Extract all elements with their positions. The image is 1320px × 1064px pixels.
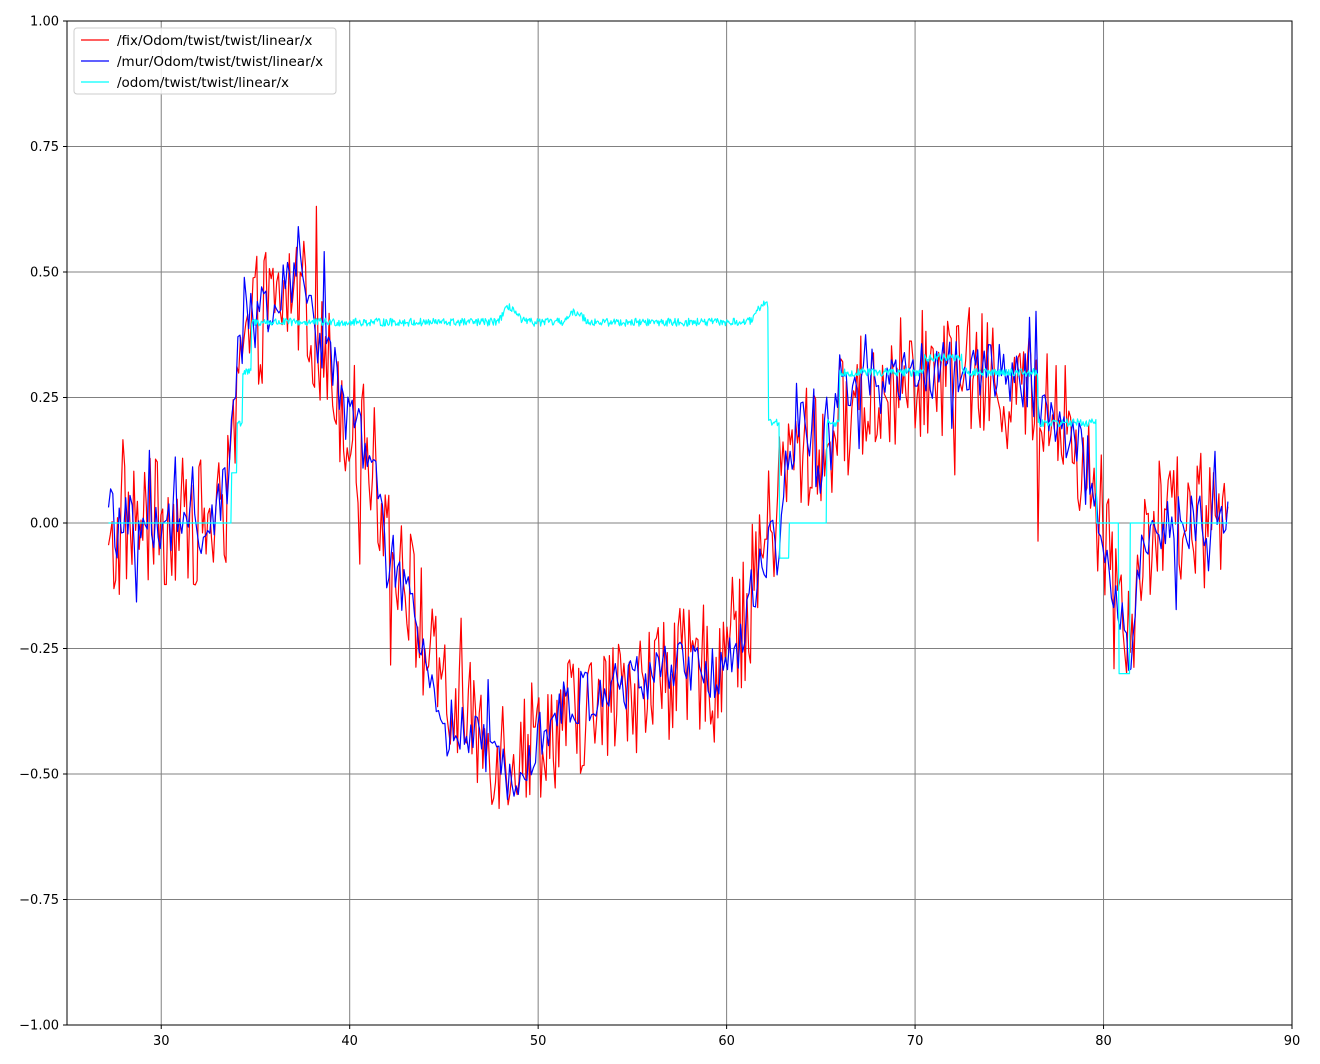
y-tick-label: −0.75 bbox=[19, 893, 59, 908]
y-tick-label: −0.25 bbox=[19, 642, 59, 657]
axis-ticks: 30 40 50 60 70 80 90 −1.00 −0.75 −0.50 −0.25 0.00 0.… bbox=[19, 15, 1300, 1050]
y-tick-label: 0.75 bbox=[30, 140, 59, 155]
series-lines bbox=[107, 205, 1229, 810]
series-line bbox=[108, 300, 1228, 675]
series-line bbox=[107, 226, 1229, 801]
x-tick-label: 30 bbox=[153, 1034, 170, 1049]
y-tick-label: 0.25 bbox=[30, 391, 59, 406]
y-tick-label: 0.50 bbox=[30, 266, 59, 281]
legend-label: /fix/Odom/twist/twist/linear/x bbox=[117, 33, 312, 49]
x-tick-label: 80 bbox=[1095, 1034, 1112, 1049]
y-tick-label: 0.00 bbox=[30, 517, 59, 532]
y-tick-label: −0.50 bbox=[19, 768, 59, 783]
legend-label: /mur/Odom/twist/twist/linear/x bbox=[117, 54, 323, 70]
x-tick-label: 40 bbox=[341, 1034, 358, 1049]
x-tick-label: 50 bbox=[530, 1034, 547, 1049]
x-tick-label: 60 bbox=[718, 1034, 735, 1049]
legend-box bbox=[73, 27, 337, 95]
y-tick-label: 1.00 bbox=[30, 15, 59, 30]
legend-label: /odom/twist/twist/linear/x bbox=[117, 75, 289, 91]
x-tick-label: 70 bbox=[907, 1034, 924, 1049]
y-tick-label: −1.00 bbox=[19, 1019, 59, 1034]
x-tick-label: 90 bbox=[1284, 1034, 1301, 1049]
legend: /fix/Odom/twist/twist/linear/x/mur/Odom/… bbox=[73, 27, 337, 95]
